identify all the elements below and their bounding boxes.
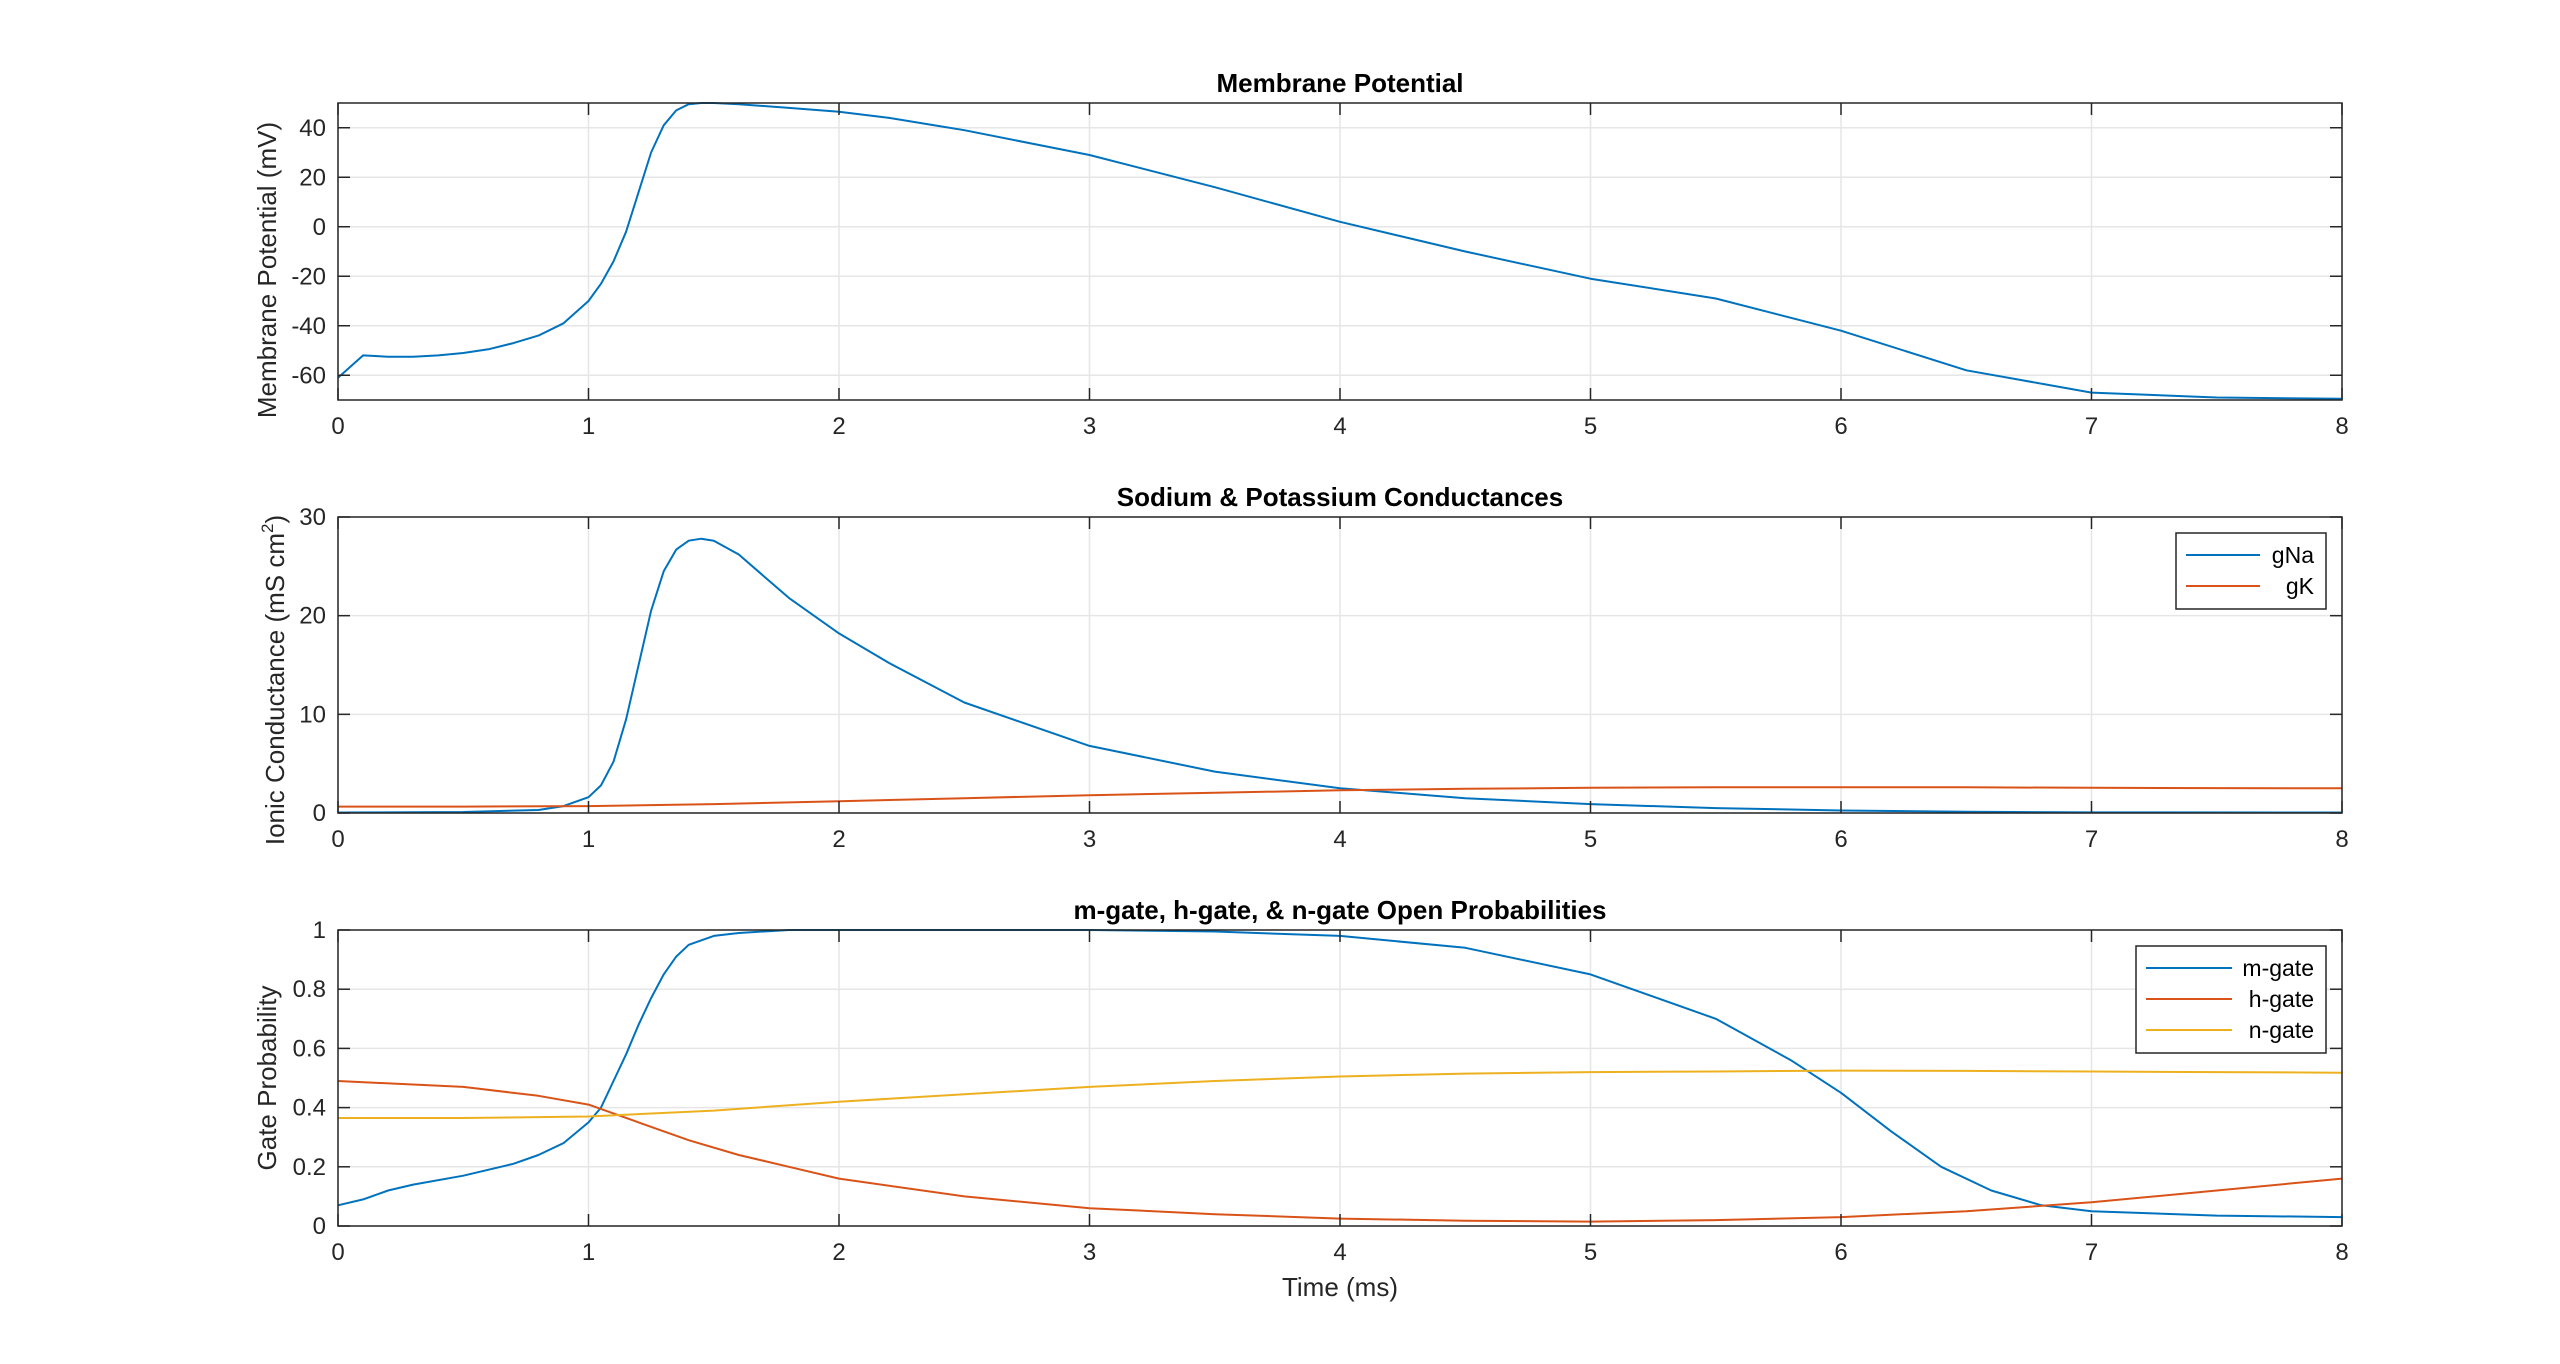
y-tick-label: 0.2 bbox=[293, 1154, 326, 1181]
n-gate-line bbox=[338, 1069, 2343, 1119]
y-tick-label: 0.8 bbox=[293, 976, 326, 1003]
x-tick-label: 1 bbox=[582, 1239, 595, 1266]
y-tick-label: 1 bbox=[313, 917, 326, 944]
y-tick-label: -20 bbox=[291, 263, 326, 290]
series-line bbox=[337, 102, 2343, 400]
x-tick-label: 3 bbox=[1083, 826, 1096, 853]
y-axis-label-main: Ionic Conductance (mS cm bbox=[260, 533, 290, 845]
legend-label: gK bbox=[2286, 573, 2315, 599]
x-tick-label: 5 bbox=[1584, 1239, 1597, 1266]
panel-title: Sodium & Potassium Conductances bbox=[1117, 482, 1563, 512]
legend-label: gNa bbox=[2272, 542, 2314, 568]
gate-probabilities-panel: m-gate, h-gate, & n-gate Open Probabilit… bbox=[252, 895, 2349, 1302]
h-gate-line bbox=[337, 1080, 2343, 1223]
x-tick-label: 4 bbox=[1333, 413, 1346, 440]
x-tick-label: 5 bbox=[1584, 413, 1597, 440]
x-tick-label: 8 bbox=[2335, 413, 2348, 440]
legend-label: h-gate bbox=[2249, 986, 2314, 1012]
legend-label: n-gate bbox=[2249, 1017, 2314, 1043]
x-tick-label: 6 bbox=[1834, 826, 1847, 853]
y-axis-label: Membrane Potential (mV) bbox=[252, 122, 282, 418]
y-tick-label: 20 bbox=[299, 603, 326, 630]
y-tick-label: 20 bbox=[299, 164, 326, 191]
x-tick-label: 5 bbox=[1584, 826, 1597, 853]
y-axis-label-suffix: ) bbox=[260, 515, 290, 524]
legend: gNa gK bbox=[2175, 532, 2327, 610]
x-tick-label: 0 bbox=[331, 826, 344, 853]
y-axis-label: Gate Probability bbox=[252, 986, 282, 1171]
x-tick-label: 2 bbox=[832, 1239, 845, 1266]
conductances-plot: 0 1 2 3 4 5 6 7 8 0 10 20 30 gNa gK bbox=[299, 504, 2348, 853]
x-tick-label: 8 bbox=[2335, 826, 2348, 853]
x-tick-label: 1 bbox=[582, 826, 595, 853]
x-tick-label: 3 bbox=[1083, 413, 1096, 440]
y-tick-label: 0.6 bbox=[293, 1035, 326, 1062]
y-tick-label: 10 bbox=[299, 701, 326, 728]
panel-title: m-gate, h-gate, & n-gate Open Probabilit… bbox=[1073, 895, 1606, 925]
x-tick-label: 6 bbox=[1834, 1239, 1847, 1266]
x-tick-label: 0 bbox=[331, 1239, 344, 1266]
legend: m-gate h-gate n-gate bbox=[2135, 945, 2327, 1054]
y-tick-label: 40 bbox=[299, 115, 326, 142]
membrane-potential-plot: 0 1 2 3 4 5 6 7 8 -60 -40 -20 0 20 40 bbox=[291, 102, 2349, 440]
y-tick-label: 0 bbox=[313, 1213, 326, 1240]
y-tick-label: 0.4 bbox=[293, 1095, 326, 1122]
x-tick-label: 2 bbox=[832, 413, 845, 440]
x-tick-label: 3 bbox=[1083, 1239, 1096, 1266]
y-axis-label-superscript: 2 bbox=[258, 524, 277, 533]
x-tick-label: 0 bbox=[331, 413, 344, 440]
y-tick-label: 30 bbox=[299, 504, 326, 531]
membrane-potential-panel: Membrane Potential Membrane Potential (m… bbox=[252, 68, 2349, 440]
x-tick-label: 7 bbox=[2085, 1239, 2098, 1266]
panel-title: Membrane Potential bbox=[1216, 68, 1463, 98]
conductances-panel: Sodium & Potassium Conductances Ionic Co… bbox=[258, 482, 2349, 853]
x-tick-label: 1 bbox=[582, 413, 595, 440]
x-tick-label: 7 bbox=[2085, 826, 2098, 853]
x-tick-label: 2 bbox=[832, 826, 845, 853]
x-tick-label: 7 bbox=[2085, 413, 2098, 440]
y-tick-label: 0 bbox=[313, 800, 326, 827]
x-tick-label: 8 bbox=[2335, 1239, 2348, 1266]
gk-line bbox=[338, 786, 2343, 808]
x-tick-label: 6 bbox=[1834, 413, 1847, 440]
gate-probabilities-plot: 0 1 2 3 4 5 6 7 8 0 0.2 0.4 0.6 0.8 1 m-gate h-gate n-gat… bbox=[293, 917, 2349, 1266]
x-tick-label: 4 bbox=[1333, 1239, 1346, 1266]
y-tick-label: 0 bbox=[313, 214, 326, 241]
legend-label: m-gate bbox=[2242, 955, 2314, 981]
x-tick-label: 4 bbox=[1333, 826, 1346, 853]
m-gate-line bbox=[337, 929, 2343, 1219]
x-axis-label: Time (ms) bbox=[1282, 1272, 1398, 1302]
y-tick-label: -60 bbox=[291, 362, 326, 389]
y-tick-label: -40 bbox=[291, 313, 326, 340]
y-axis-label: Ionic Conductance (mS cm2) bbox=[258, 515, 290, 845]
legend-box bbox=[2175, 532, 2327, 610]
